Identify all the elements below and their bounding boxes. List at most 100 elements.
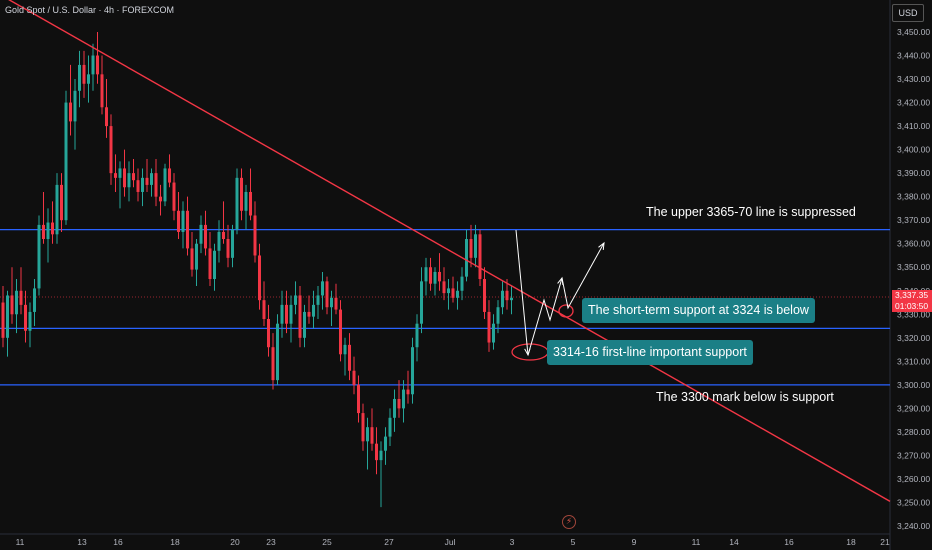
projection-arrow-target-head [598, 241, 605, 251]
candle-body [64, 102, 68, 221]
candle-body [127, 173, 131, 188]
x-tick-label: 18 [170, 537, 180, 547]
candle-body [15, 290, 18, 315]
y-tick-label: 3,330.00 [897, 309, 930, 319]
candle-body [204, 224, 207, 249]
candle-body [42, 224, 45, 240]
candle-body [465, 239, 468, 277]
y-tick-label: 3,440.00 [897, 51, 930, 61]
x-tick-label: 20 [230, 537, 240, 547]
candle-body [96, 55, 99, 75]
y-tick-label: 3,350.00 [897, 262, 930, 272]
candle-body [222, 231, 225, 240]
candle-body [51, 222, 54, 235]
countdown-timer: 01:03:50 [895, 301, 929, 311]
candle-body [397, 398, 401, 409]
candle-body [456, 290, 459, 298]
candle-body [105, 107, 108, 127]
y-tick-label: 3,450.00 [897, 27, 930, 37]
y-tick-label: 3,380.00 [897, 192, 930, 202]
y-tick-label: 3,300.00 [897, 380, 930, 390]
candle-body [159, 196, 162, 202]
candle-body [402, 389, 405, 409]
y-tick-label: 3,310.00 [897, 356, 930, 366]
x-tick-label: 11 [16, 537, 25, 547]
annotation-short-term-support[interactable]: The short-term support at 3324 is below [582, 298, 815, 323]
candle-body [231, 229, 234, 258]
y-tick-label: 3,290.00 [897, 403, 930, 413]
candle-body [334, 297, 338, 310]
candle-body [474, 234, 477, 258]
candle-body [447, 288, 450, 294]
candle-body [451, 288, 455, 298]
candle-body [186, 210, 189, 249]
x-tick-label: Jul [445, 537, 456, 547]
candle-body [190, 248, 194, 270]
projection-arrow-down-left [515, 229, 529, 356]
candle-body [33, 288, 36, 312]
candle-body [438, 271, 441, 282]
annotation-upper[interactable]: The upper 3365-70 line is suppressed [646, 205, 856, 219]
projection-arrow-up [527, 277, 563, 356]
candle-body [123, 168, 126, 188]
candle-body [6, 295, 9, 338]
y-tick-label: 3,280.00 [897, 427, 930, 437]
candle-body [1, 302, 5, 338]
candle-body [330, 297, 333, 308]
candle-body [199, 224, 203, 244]
candle-body [505, 290, 509, 301]
candle-body [442, 281, 446, 294]
candle-body [325, 281, 329, 308]
candle-body [46, 222, 50, 240]
y-tick-label: 3,260.00 [897, 474, 930, 484]
candle-body [469, 239, 473, 258]
candle-body [244, 191, 248, 211]
candle-body [141, 177, 144, 192]
candle-body [100, 74, 104, 108]
annotation-first-line-support[interactable]: 3314-16 first-line important support [547, 340, 753, 365]
candle-body [114, 173, 117, 178]
y-tick-label: 3,370.00 [897, 215, 930, 225]
last-price-tag: 3,337.35 01:03:50 [892, 290, 932, 312]
candle-body [235, 177, 239, 230]
currency-selector[interactable]: USD [892, 4, 924, 22]
x-tick-label: 3 [510, 537, 515, 547]
chart-title: Gold Spot / U.S. Dollar · 4h · FOREXCOM [5, 5, 175, 15]
x-tick-label: 23 [266, 537, 276, 547]
x-tick-label: 14 [729, 537, 739, 547]
candle-body [132, 173, 135, 181]
candle-body [10, 295, 14, 315]
x-tick-label: 16 [784, 537, 794, 547]
x-tick-label: 18 [846, 537, 856, 547]
candle-body [343, 344, 347, 355]
candle-body [136, 180, 140, 192]
annotation-3300-support[interactable]: The 3300 mark below is support [656, 390, 834, 404]
candle-body [208, 248, 212, 279]
y-tick-label: 3,320.00 [897, 333, 930, 343]
candle-body [348, 344, 351, 371]
x-tick-label: 25 [322, 537, 332, 547]
y-tick-label: 3,420.00 [897, 98, 930, 108]
candle-body [411, 347, 414, 395]
candle-body [294, 295, 297, 305]
candle-body [226, 239, 230, 258]
x-tick-label: 27 [384, 537, 394, 547]
candle-body [406, 389, 410, 395]
x-tick-label: 5 [571, 537, 576, 547]
candle-body [262, 300, 266, 319]
candle-body [168, 168, 171, 183]
candle-body [73, 90, 77, 122]
candle-body [217, 231, 221, 251]
candle-body [285, 304, 288, 324]
candle-body [37, 224, 41, 289]
candle-body [370, 427, 374, 444]
candle-body [24, 304, 27, 331]
candle-body [276, 323, 279, 381]
descending-trendline [8, 0, 891, 502]
flash-icon[interactable]: ⚡ [562, 515, 576, 529]
candle-body [289, 304, 293, 324]
candle-body [195, 243, 198, 270]
candle-body [271, 347, 275, 381]
